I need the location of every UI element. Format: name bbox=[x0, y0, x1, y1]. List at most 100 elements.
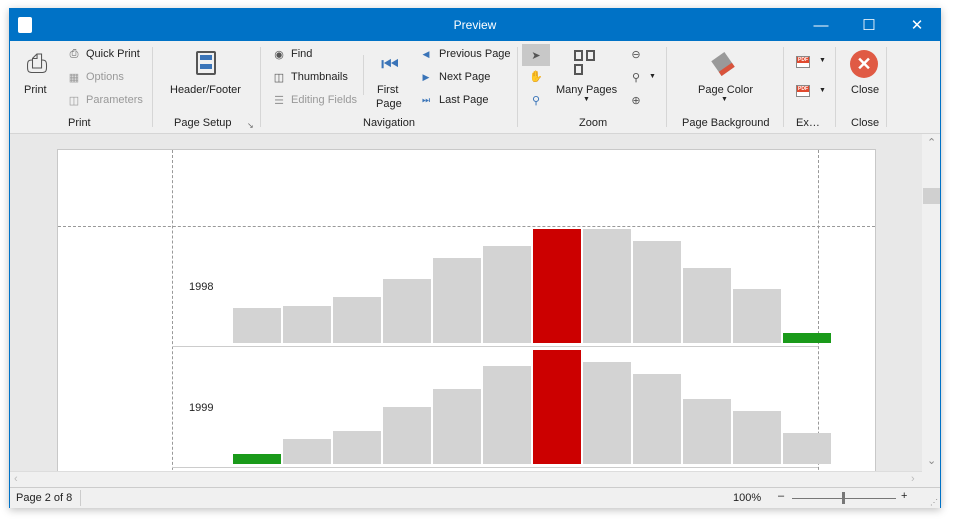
print-button[interactable]: Print bbox=[24, 84, 47, 96]
bar-1999-7 bbox=[533, 350, 581, 464]
bar-1998-8 bbox=[583, 229, 631, 343]
previous-page-icon: ◀ bbox=[422, 48, 430, 59]
close-preview-icon[interactable]: ✕ bbox=[850, 50, 878, 78]
resize-grip-icon[interactable]: ⋰ bbox=[930, 498, 938, 507]
export-dropdown-icon[interactable]: ▼ bbox=[819, 57, 826, 64]
first-page-button[interactable]: First bbox=[377, 84, 399, 96]
export-pdf-label: PDF bbox=[797, 57, 809, 63]
header-footer-button[interactable]: Header/Footer bbox=[170, 84, 241, 96]
scroll-left-icon[interactable]: ‹ bbox=[14, 473, 18, 485]
thumbnails-icon: ◫ bbox=[273, 71, 285, 84]
many-pages-button[interactable]: Many Pages bbox=[556, 84, 618, 96]
zoom-minus-button[interactable]: – bbox=[778, 490, 785, 502]
zoom-level: 100% bbox=[733, 492, 762, 504]
zoom-in-icon[interactable]: ⊕ bbox=[631, 94, 641, 107]
last-page-button[interactable]: Last Page bbox=[439, 94, 489, 106]
zoom-plus-button[interactable]: + bbox=[901, 490, 908, 502]
thumbnails-button[interactable]: Thumbnails bbox=[291, 71, 348, 83]
last-page-icon: ⏭ bbox=[421, 94, 431, 105]
scroll-right-icon[interactable]: › bbox=[911, 473, 915, 485]
bar-1999-6 bbox=[483, 366, 531, 464]
group-label-page-background: Page Background bbox=[682, 117, 770, 129]
editing-fields-icon: ☰ bbox=[274, 94, 284, 107]
next-page-icon: ▶ bbox=[422, 71, 430, 82]
bar-1998-2 bbox=[283, 306, 331, 343]
options-icon: ▦ bbox=[68, 71, 80, 84]
close-button[interactable]: Close bbox=[851, 84, 880, 96]
group-label-export: Ex… bbox=[796, 117, 820, 129]
bar-1999-4 bbox=[383, 407, 431, 464]
bar-1999-1 bbox=[233, 454, 281, 464]
previous-page-button[interactable]: Previous Page bbox=[439, 48, 511, 60]
hand-tool-icon[interactable]: ✋ bbox=[529, 70, 543, 83]
bar-1998-3 bbox=[333, 297, 381, 343]
first-page-button-line2[interactable]: Page bbox=[376, 98, 402, 110]
bar-1998-7 bbox=[533, 229, 581, 343]
find-button[interactable]: Find bbox=[291, 48, 313, 60]
page-color-icon[interactable] bbox=[711, 52, 735, 76]
quick-print-icon: ⎙ bbox=[69, 47, 79, 60]
many-pages-icon[interactable] bbox=[574, 50, 598, 76]
scroll-up-icon[interactable]: ⌃ bbox=[927, 137, 937, 149]
zoom-tool-icon[interactable]: ⚲ bbox=[531, 94, 541, 107]
maximize-button[interactable]: ☐ bbox=[862, 17, 876, 34]
bar-1999-9 bbox=[633, 374, 681, 464]
page-color-button[interactable]: Page Color bbox=[698, 84, 754, 96]
send-pdf-icon[interactable]: PDF bbox=[796, 85, 810, 97]
ribbon: ⎙ Print ⎙ Quick Print ▦ Options ◫ Parame… bbox=[10, 41, 940, 134]
export-pdf-icon[interactable]: PDF bbox=[796, 56, 810, 68]
bar-1998-11 bbox=[733, 289, 781, 343]
editing-fields-button[interactable]: Editing Fields bbox=[291, 94, 358, 106]
quick-print-button[interactable]: Quick Print bbox=[86, 48, 140, 60]
bar-1999-8 bbox=[583, 362, 631, 464]
zoom-icon[interactable]: ⚲ bbox=[631, 71, 641, 84]
horizontal-scrollbar[interactable]: ‹ › bbox=[10, 471, 922, 487]
group-label-zoom: Zoom bbox=[579, 117, 608, 129]
close-window-button[interactable]: ✕ bbox=[910, 17, 924, 34]
parameters-button[interactable]: Parameters bbox=[86, 94, 143, 106]
bar-1999-10 bbox=[683, 399, 731, 464]
minimize-button[interactable]: — bbox=[813, 16, 829, 34]
bar-1999-2 bbox=[283, 439, 331, 464]
report-page: 1998 1999 bbox=[57, 149, 876, 471]
many-pages-dropdown-icon[interactable]: ▼ bbox=[583, 96, 590, 103]
title-bar: Preview — ☐ ✕ bbox=[10, 9, 940, 41]
preview-window: Preview — ☐ ✕ ⎙ Print ⎙ Quick Print ▦ Op… bbox=[9, 8, 941, 508]
dialog-launcher-icon[interactable]: ↘ bbox=[247, 121, 254, 130]
bar-1998-9 bbox=[633, 241, 681, 343]
status-bar: Page 2 of 8 100% – + ⋰ bbox=[10, 487, 940, 508]
group-label-print: Print bbox=[68, 117, 91, 129]
page-indicator: Page 2 of 8 bbox=[16, 492, 73, 504]
bar-1998-1 bbox=[233, 308, 281, 343]
scroll-thumb[interactable] bbox=[923, 188, 940, 204]
bar-1999-5 bbox=[433, 389, 481, 464]
printer-icon[interactable]: ⎙ bbox=[26, 48, 48, 78]
bar-1998-5 bbox=[433, 258, 481, 343]
first-page-icon[interactable]: ⏮ bbox=[381, 53, 399, 76]
bar-1999-3 bbox=[333, 431, 381, 464]
document-view: 1998 1999 bbox=[10, 134, 922, 471]
binoculars-icon: ◉ bbox=[274, 48, 284, 61]
pointer-tool-icon[interactable]: ➤ bbox=[522, 44, 550, 66]
next-page-button[interactable]: Next Page bbox=[439, 71, 491, 83]
bar-1999-12 bbox=[783, 433, 831, 464]
bar-1998-12 bbox=[783, 333, 831, 343]
header-footer-icon[interactable] bbox=[196, 51, 216, 75]
page-color-dropdown-icon[interactable]: ▼ bbox=[721, 96, 728, 103]
vertical-scrollbar[interactable]: ⌃ ⌄ bbox=[922, 134, 940, 471]
options-button[interactable]: Options bbox=[86, 71, 124, 83]
bar-1998-6 bbox=[483, 246, 531, 343]
window-title: Preview bbox=[453, 18, 497, 32]
scroll-down-icon[interactable]: ⌄ bbox=[927, 455, 937, 467]
group-label-navigation: Navigation bbox=[363, 117, 415, 129]
group-label-page-setup: Page Setup bbox=[174, 117, 232, 129]
row-year-label: 1998 bbox=[189, 281, 214, 293]
group-label-close: Close bbox=[851, 117, 880, 129]
app-icon bbox=[18, 17, 32, 33]
row-year-label: 1999 bbox=[189, 402, 214, 414]
zoom-out-icon[interactable]: ⊖ bbox=[631, 48, 641, 61]
bar-1998-10 bbox=[683, 268, 731, 343]
zoom-slider-thumb[interactable] bbox=[842, 492, 845, 504]
send-dropdown-icon[interactable]: ▼ bbox=[819, 87, 826, 94]
zoom-dropdown-icon[interactable]: ▼ bbox=[649, 73, 656, 80]
